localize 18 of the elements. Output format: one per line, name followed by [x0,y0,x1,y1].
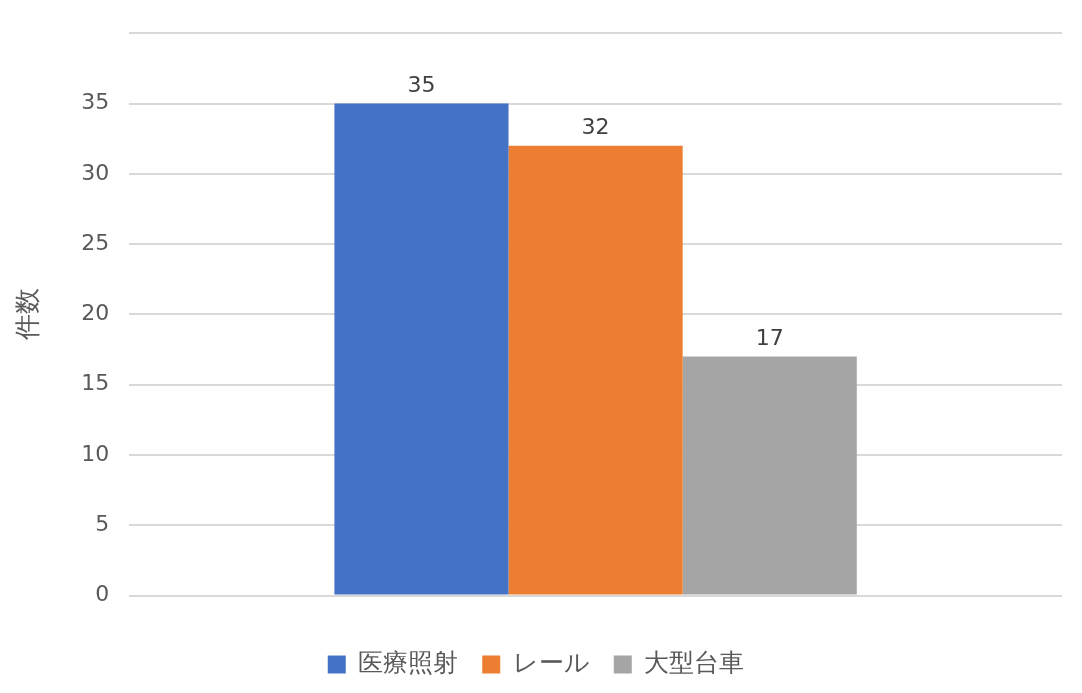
y-tick-label: 35 [81,89,110,115]
bar [334,103,509,595]
y-tick-label: 25 [81,229,110,255]
y-tick-label: 15 [81,370,110,396]
y-axis-title: 件数 [12,288,43,341]
legend-label: 大型台車 [644,648,745,677]
legend-label: レール [512,648,590,677]
bar [508,145,683,595]
y-tick-label: 5 [95,511,110,537]
bar [682,356,857,595]
y-tick-label: 10 [81,440,110,466]
data-label: 35 [407,72,436,98]
legend-label: 医療照射 [358,648,459,677]
y-tick-label: 20 [81,300,110,326]
data-label: 17 [755,325,784,351]
y-tick-label: 30 [81,159,110,185]
data-label: 32 [581,114,610,140]
y-tick-label: 0 [95,581,110,607]
